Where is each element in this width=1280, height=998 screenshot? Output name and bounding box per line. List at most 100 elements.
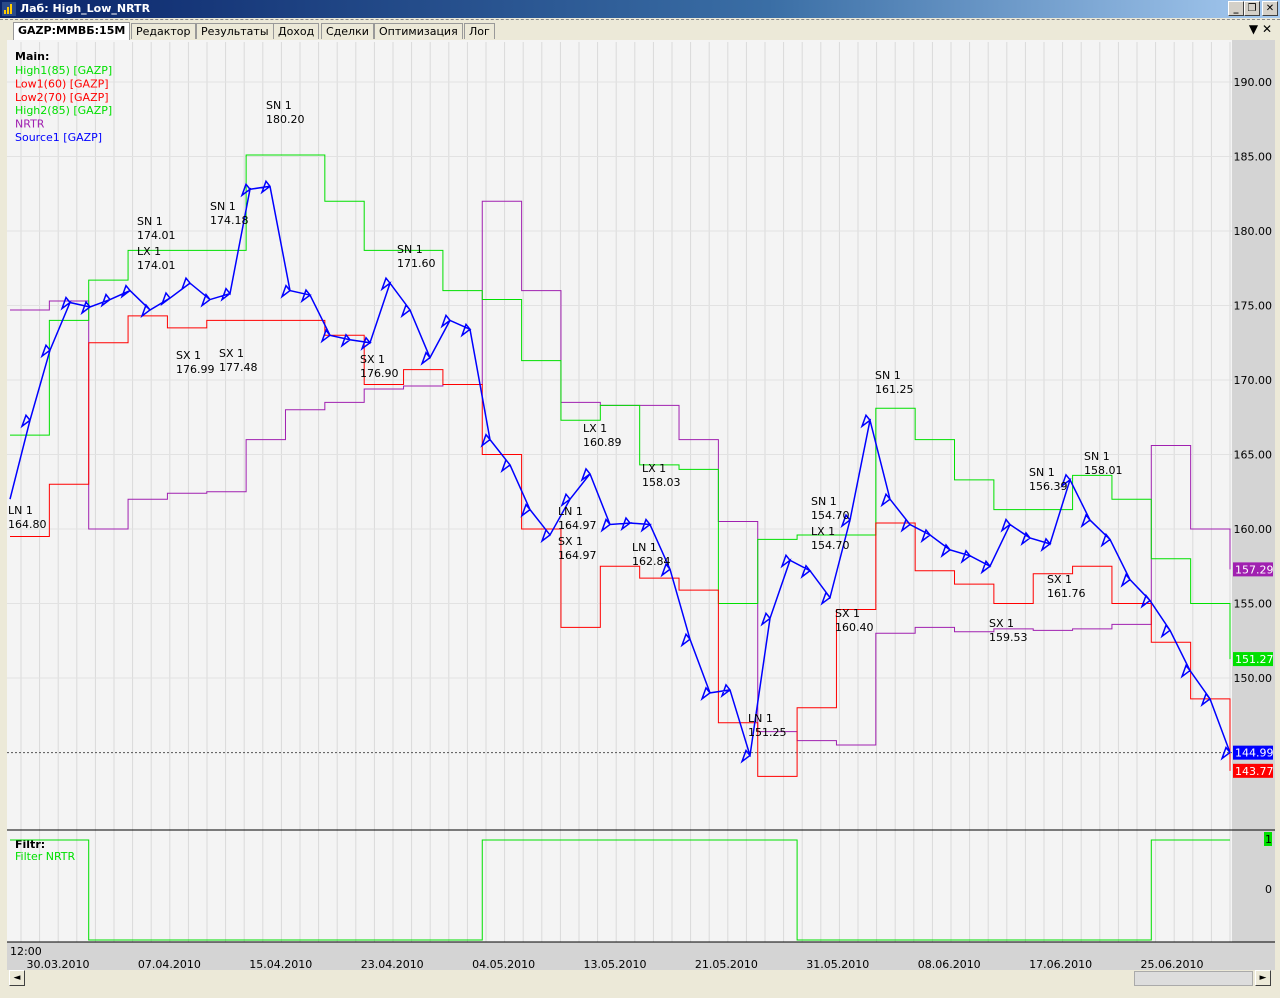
date-tick-label: 31.05.2010: [806, 958, 869, 970]
low1-line: [10, 315, 1231, 777]
signal-label: SN 1: [1084, 450, 1110, 463]
filter-tick-label: 1: [1265, 833, 1272, 846]
filter-pane-title: Filtr:: [15, 838, 45, 851]
legend-item: High1(85) [GAZP]: [15, 64, 112, 77]
last-value-badge: [1233, 562, 1273, 577]
signal-label: SX 1: [835, 607, 860, 620]
signal-label: SX 1: [558, 535, 583, 548]
time-axis-background: [7, 942, 1275, 970]
scroll-left-button[interactable]: ◄: [9, 970, 25, 986]
date-tick-label: 30.03.2010: [27, 958, 90, 970]
signal-label: LX 1: [811, 525, 835, 538]
tab-chart[interactable]: GAZP:MMBБ:15M: [13, 22, 131, 40]
scroll-right-button[interactable]: ►: [1255, 970, 1271, 986]
last-value-label: 143.77: [1235, 765, 1274, 778]
price-tick-label: 190.00: [1234, 76, 1273, 89]
last-value-badge: [1233, 745, 1273, 760]
signal-label: SN 1: [1029, 466, 1055, 479]
signal-label: LN 1: [632, 541, 657, 554]
price-axis-background: [1232, 40, 1275, 970]
signal-label: LN 1: [8, 504, 33, 517]
tab-bar: GAZP:MMBБ:15M Редактор Результаты Доход …: [0, 19, 1280, 40]
signal-label: SN 1: [266, 99, 292, 112]
date-tick-label: 23.04.2010: [361, 958, 424, 970]
tab-results[interactable]: Результаты: [196, 23, 274, 39]
signal-price: 154.70: [811, 509, 850, 522]
price-tick-label: 150.00: [1234, 672, 1273, 685]
signal-price: 160.40: [835, 621, 874, 634]
signal-price: 174.01: [137, 259, 176, 272]
window-title: Лаб: High_Low_NRTR: [20, 2, 151, 15]
last-value-badge: [1233, 763, 1273, 778]
date-tick-label: 25.06.2010: [1141, 958, 1204, 970]
scroll-thumb[interactable]: [1134, 971, 1253, 986]
chart-background: [7, 40, 1275, 970]
tab-log[interactable]: Лог: [464, 23, 495, 39]
signal-price: 177.48: [219, 361, 258, 374]
signal-label: SN 1: [811, 495, 837, 508]
signal-label: LN 1: [558, 505, 583, 518]
tab-income[interactable]: Доход: [273, 23, 320, 39]
signal-price: 160.89: [583, 436, 622, 449]
high1-line: [10, 154, 1231, 660]
price-tick-label: 160.00: [1234, 523, 1273, 536]
filter-line: [10, 839, 1230, 941]
title-bar: Лаб: High_Low_NRTR _ ❐ ✕: [0, 0, 1280, 18]
price-tick-label: 185.00: [1234, 151, 1273, 164]
legend-item: NRTR: [15, 118, 45, 131]
signal-label: SN 1: [137, 215, 163, 228]
legend-item: Source1 [GAZP]: [15, 131, 102, 144]
tab-optimization[interactable]: Оптимизация: [374, 23, 463, 39]
app-icon: [2, 2, 16, 16]
signal-label: SN 1: [875, 369, 901, 382]
price-tick-label: 155.00: [1234, 598, 1273, 611]
signal-price: 151.25: [748, 726, 787, 739]
date-tick-label: 17.06.2010: [1029, 958, 1092, 970]
main-pane-title: Main:: [15, 50, 49, 63]
signal-price: 162.84: [632, 555, 671, 568]
signal-price: 164.80: [8, 518, 47, 531]
signal-price: 159.53: [989, 631, 1028, 644]
close-button[interactable]: ✕: [1262, 1, 1278, 16]
signal-price: 154.70: [811, 539, 850, 552]
legend-item: Low1(60) [GAZP]: [15, 77, 109, 90]
last-value-badge: [1233, 652, 1273, 667]
signal-price: 164.97: [558, 519, 597, 532]
signal-label: LX 1: [642, 462, 666, 475]
restore-button[interactable]: ❐: [1244, 1, 1260, 16]
price-tick-label: 180.00: [1234, 225, 1273, 238]
time-label: 12:00: [10, 945, 42, 958]
signal-label: SX 1: [176, 349, 201, 362]
signal-label: LN 1: [748, 712, 773, 725]
tab-menu-icon[interactable]: ▼: [1248, 22, 1259, 36]
legend-item: High2(85) [GAZP]: [15, 104, 112, 117]
signal-price: 164.97: [558, 549, 597, 562]
tab-trades[interactable]: Сделки: [321, 23, 374, 39]
last-value-label: 157.29: [1235, 563, 1274, 576]
signal-price: 174.01: [137, 229, 176, 242]
horizontal-scrollbar[interactable]: ◄ ►: [7, 970, 1275, 986]
signal-price: 171.60: [397, 257, 436, 270]
date-tick-label: 13.05.2010: [584, 958, 647, 970]
signal-price: 158.01: [1084, 464, 1123, 477]
signal-price: 176.99: [176, 363, 215, 376]
signal-price: 158.03: [642, 476, 681, 489]
date-tick-label: 15.04.2010: [249, 958, 312, 970]
filter-value-badge: [1264, 832, 1272, 846]
legend-item: Low2(70) [GAZP]: [15, 91, 109, 104]
chart-area[interactable]: 150.00 155.00 160.00 165.00 170.00 175.00 180.…: [7, 40, 1275, 986]
tab-editor[interactable]: Редактор: [131, 23, 196, 39]
minimize-button[interactable]: _: [1228, 1, 1244, 16]
signal-label: SN 1: [397, 243, 423, 256]
price-tick-label: 170.00: [1234, 374, 1273, 387]
last-value-label: 151.27: [1235, 653, 1274, 666]
signal-label: SX 1: [360, 353, 385, 366]
signal-label: SX 1: [989, 617, 1014, 630]
price-tick-label: 175.00: [1234, 300, 1273, 313]
date-tick-label: 21.05.2010: [695, 958, 758, 970]
signal-label: LX 1: [137, 245, 161, 258]
filter-tick-label: 0: [1265, 883, 1272, 896]
price-tick-label: 165.00: [1234, 449, 1273, 462]
date-tick-label: 07.04.2010: [138, 958, 201, 970]
tab-close-icon[interactable]: ✕: [1261, 22, 1272, 36]
